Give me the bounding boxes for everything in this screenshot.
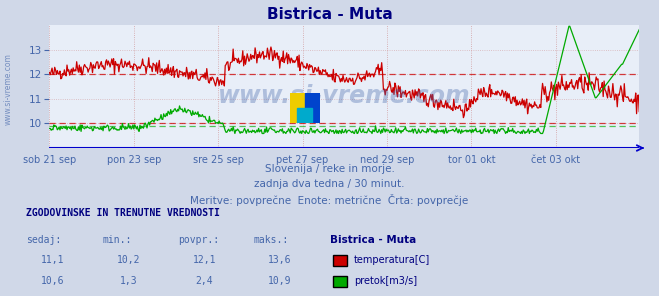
Text: sedaj:: sedaj: xyxy=(26,235,61,245)
Bar xyxy=(297,108,312,123)
Text: sob 21 sep: sob 21 sep xyxy=(23,155,76,165)
Text: 12,1: 12,1 xyxy=(192,255,216,266)
Bar xyxy=(304,93,320,123)
Text: 2,4: 2,4 xyxy=(196,276,213,286)
Text: zadnja dva tedna / 30 minut.: zadnja dva tedna / 30 minut. xyxy=(254,179,405,189)
Text: 13,6: 13,6 xyxy=(268,255,292,266)
Text: 10,2: 10,2 xyxy=(117,255,140,266)
Text: ZGODOVINSKE IN TRENUTNE VREDNOSTI: ZGODOVINSKE IN TRENUTNE VREDNOSTI xyxy=(26,208,220,218)
Text: pet 27 sep: pet 27 sep xyxy=(276,155,329,165)
Text: ned 29 sep: ned 29 sep xyxy=(360,155,414,165)
Text: čet 03 okt: čet 03 okt xyxy=(531,155,581,165)
Text: povpr.:: povpr.: xyxy=(178,235,219,245)
Text: Slovenija / reke in morje.: Slovenija / reke in morje. xyxy=(264,164,395,174)
Text: www.si-vreme.com: www.si-vreme.com xyxy=(3,53,13,125)
Text: Bistrica - Muta: Bistrica - Muta xyxy=(330,235,416,245)
Text: pretok[m3/s]: pretok[m3/s] xyxy=(354,276,417,286)
Text: 1,3: 1,3 xyxy=(120,276,137,286)
Text: tor 01 okt: tor 01 okt xyxy=(447,155,495,165)
Text: www.si-vreme.com: www.si-vreme.com xyxy=(218,84,471,108)
Text: 10,6: 10,6 xyxy=(41,276,65,286)
Text: maks.:: maks.: xyxy=(254,235,289,245)
Text: sre 25 sep: sre 25 sep xyxy=(192,155,244,165)
Text: 10,9: 10,9 xyxy=(268,276,292,286)
Text: pon 23 sep: pon 23 sep xyxy=(107,155,161,165)
Bar xyxy=(290,93,304,123)
Text: Bistrica - Muta: Bistrica - Muta xyxy=(267,7,392,22)
Text: 11,1: 11,1 xyxy=(41,255,65,266)
Text: Meritve: povprečne  Enote: metrične  Črta: povprečje: Meritve: povprečne Enote: metrične Črta:… xyxy=(190,194,469,206)
Text: temperatura[C]: temperatura[C] xyxy=(354,255,430,266)
Text: min.:: min.: xyxy=(102,235,132,245)
